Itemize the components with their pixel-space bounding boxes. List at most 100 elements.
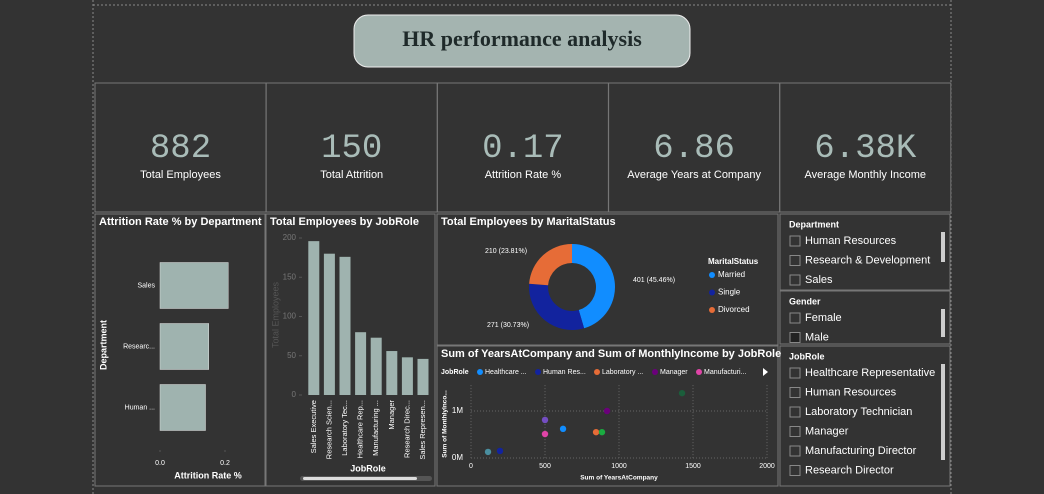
x-tick-label: Research Scien... bbox=[324, 400, 333, 459]
legend-marker bbox=[709, 272, 715, 278]
x-tick-label: Sales Executive bbox=[309, 400, 318, 453]
panel bbox=[779, 213, 951, 291]
scatter-point bbox=[559, 425, 567, 433]
legend-next-arrow[interactable] bbox=[763, 368, 768, 376]
panel bbox=[94, 213, 266, 487]
slicer-item[interactable]: Human Resources bbox=[805, 235, 897, 247]
slicer-title: JobRole bbox=[789, 351, 825, 361]
slicer-item[interactable]: Male bbox=[805, 331, 829, 343]
scatter-point bbox=[592, 428, 600, 436]
slicer-item[interactable]: Human Resources bbox=[805, 386, 897, 398]
legend-marker bbox=[696, 369, 702, 375]
slicer-item[interactable]: Sales bbox=[805, 274, 833, 286]
bar bbox=[355, 332, 367, 395]
scatter-point bbox=[484, 448, 492, 456]
bar bbox=[159, 384, 206, 431]
kpi-label: Average Monthly Income bbox=[805, 169, 926, 181]
legend-title: MaritalStatus bbox=[708, 257, 759, 266]
x-tick-label: 500 bbox=[539, 463, 551, 470]
legend-marker bbox=[535, 369, 541, 375]
legend-title: JobRole bbox=[441, 369, 469, 376]
x-tick-label: Laboratory Tec... bbox=[340, 400, 349, 456]
legend-marker bbox=[652, 369, 658, 375]
checkbox[interactable] bbox=[789, 387, 801, 398]
bar bbox=[308, 241, 320, 395]
slicer-item[interactable]: Research & Development bbox=[805, 254, 930, 266]
bar bbox=[417, 358, 429, 395]
legend-label: Manager bbox=[660, 369, 688, 376]
panel bbox=[265, 213, 436, 487]
kpi-label: Total Attrition bbox=[320, 169, 383, 181]
x-tick-label: 1500 bbox=[685, 463, 701, 470]
y-tick-label: 0M bbox=[452, 453, 463, 462]
scrollbar-thumb bbox=[941, 232, 945, 262]
checkbox[interactable] bbox=[789, 332, 801, 343]
checkbox[interactable] bbox=[789, 235, 801, 247]
scatter-point bbox=[541, 416, 549, 424]
kpi-value: 882 bbox=[150, 130, 211, 168]
chart-title: Attrition Rate % by Department bbox=[99, 216, 262, 228]
legend-label: Human Res... bbox=[543, 369, 586, 376]
checkbox[interactable] bbox=[789, 312, 801, 324]
y-tick-label: 200 bbox=[283, 233, 297, 242]
bar bbox=[159, 262, 229, 309]
slicer-item[interactable]: Manufacturing Director bbox=[805, 445, 917, 457]
scrollbar-thumb bbox=[941, 364, 945, 460]
panel bbox=[779, 290, 951, 345]
slicer-item[interactable]: Female bbox=[805, 312, 842, 324]
checkbox[interactable] bbox=[789, 274, 801, 286]
bar bbox=[370, 337, 382, 395]
chart-title: Total Employees by MaritalStatus bbox=[441, 216, 616, 228]
legend-label: Manufacturi... bbox=[704, 369, 746, 376]
bar bbox=[323, 253, 335, 395]
x-axis-label: Sum of YearsAtCompany bbox=[580, 475, 658, 482]
y-tick-label: Human ... bbox=[125, 404, 155, 411]
checkbox[interactable] bbox=[789, 255, 801, 266]
checkbox[interactable] bbox=[789, 445, 801, 457]
legend-label: Married bbox=[718, 270, 745, 279]
slicer-item[interactable]: Research Director bbox=[805, 464, 894, 476]
y-tick-label: Researc... bbox=[123, 343, 155, 350]
legend-marker bbox=[477, 369, 483, 375]
y-tick-label: Sales bbox=[137, 282, 155, 289]
x-tick-label: Healthcare Rep... bbox=[356, 400, 365, 458]
checkbox[interactable] bbox=[789, 406, 801, 418]
panel bbox=[779, 82, 952, 213]
legend-label: Single bbox=[718, 288, 741, 297]
donut-slice bbox=[529, 244, 572, 286]
legend-label: Healthcare ... bbox=[485, 369, 527, 376]
slicer-item[interactable]: Laboratory Technician bbox=[805, 406, 912, 418]
donut-slice bbox=[572, 244, 615, 329]
checkbox[interactable] bbox=[789, 367, 801, 379]
x-tick-label: Manufacturing ... bbox=[371, 400, 380, 456]
chart-title: Sum of YearsAtCompany and Sum of Monthly… bbox=[441, 348, 781, 360]
data-label: 271 (30.73%) bbox=[487, 322, 529, 329]
legend-label: Laboratory ... bbox=[602, 369, 643, 376]
y-axis-label: Department bbox=[98, 320, 108, 370]
x-tick-label: 1000 bbox=[611, 463, 627, 470]
bar bbox=[339, 256, 351, 395]
panel bbox=[436, 345, 779, 487]
x-tick-label: Sales Represen... bbox=[418, 400, 427, 460]
checkbox[interactable] bbox=[789, 426, 801, 437]
kpi-value: 150 bbox=[321, 130, 382, 168]
x-tick-label: Manager bbox=[387, 400, 396, 430]
scatter-point bbox=[496, 447, 504, 455]
y-axis-label: Sum of MonthlyInco... bbox=[442, 390, 449, 458]
bar bbox=[386, 351, 398, 395]
slicer-item[interactable]: Healthcare Representative bbox=[805, 367, 935, 379]
kpi-value: 6.38K bbox=[814, 130, 917, 168]
donut-slice bbox=[529, 283, 585, 330]
legend-marker bbox=[709, 307, 715, 313]
x-tick-label: 0 bbox=[469, 463, 473, 470]
y-tick-label: 1M bbox=[452, 406, 463, 415]
checkbox[interactable] bbox=[789, 465, 801, 476]
y-tick-label: 50 bbox=[287, 351, 296, 360]
page-title: HR performance analysis bbox=[402, 26, 642, 51]
slicer-title: Gender bbox=[789, 296, 821, 306]
scatter-point bbox=[603, 407, 611, 415]
panel bbox=[779, 345, 951, 487]
y-axis-label: Total Employees bbox=[270, 281, 280, 348]
slicer-item[interactable]: Manager bbox=[805, 425, 849, 437]
